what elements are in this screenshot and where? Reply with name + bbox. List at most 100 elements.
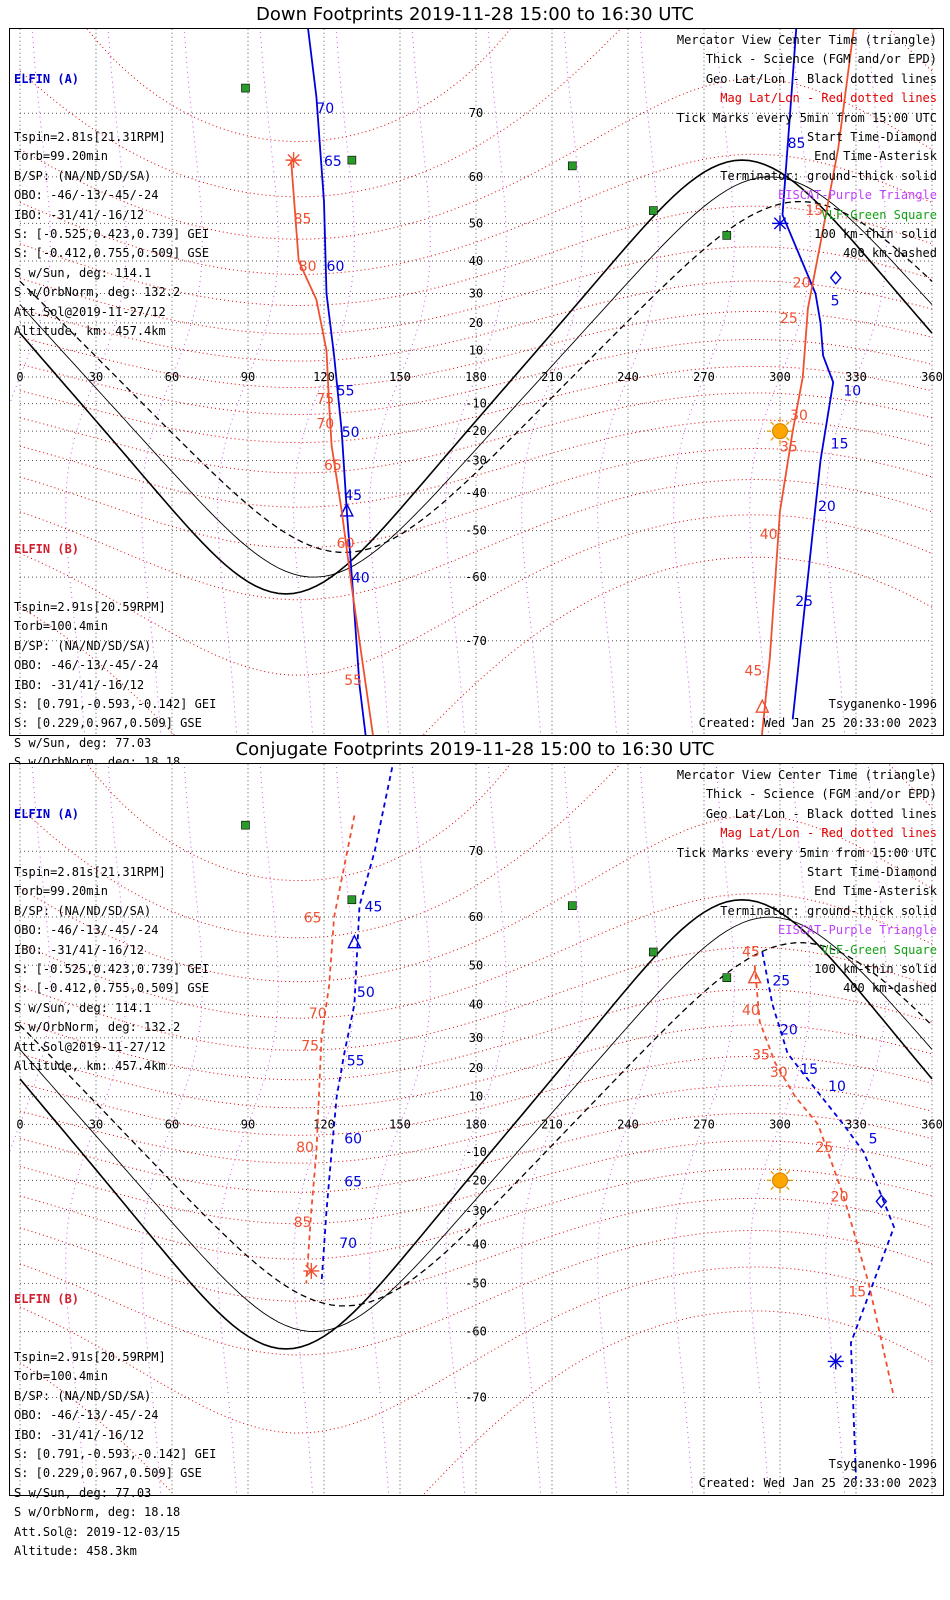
legend-item: EISCAT-Purple Triangle <box>778 923 937 938</box>
sun-ray <box>785 1186 790 1191</box>
y-tick-label: 60 <box>469 910 483 924</box>
y-tick-label: 70 <box>469 106 483 120</box>
legend-item: Mercator View Center Time (triangle) <box>676 33 937 47</box>
sun-ray <box>770 1170 775 1175</box>
info-line: S w/OrbNorm, deg: 18.18 <box>14 1505 181 1520</box>
y-tick-label: 50 <box>469 216 483 230</box>
mag-lon-line <box>597 764 659 1495</box>
x-tick-label: 210 <box>541 370 563 384</box>
map-down: 0 30 60 90 120 150 180 210 240 270 300 330 360 70 60 50… <box>10 29 943 735</box>
y-tick-label: -20 <box>465 424 487 438</box>
mag-lat-line <box>19 556 933 735</box>
panel-conjugate-footprints: 0 30 60 90 120 150 180 210 240 270 300 330 360 70 60 50… <box>9 763 944 1558</box>
vlf-station-square <box>722 973 732 983</box>
y-tick-label: -40 <box>465 1237 487 1251</box>
y-tick-label: 70 <box>469 844 483 858</box>
time-tick-label: 5 <box>869 1132 878 1148</box>
time-tick-label: 55 <box>347 1053 365 1069</box>
time-tick-label: 40 <box>352 571 370 587</box>
time-tick-label: 65 <box>344 1174 362 1190</box>
mag-lon-line <box>445 764 507 1495</box>
model-label: Tsyganenko-1996 <box>828 697 937 711</box>
time-tick-label: 20 <box>793 275 811 291</box>
map-conjugate: 0 30 60 90 120 150 180 210 240 270 300 330 360 70 60 50… <box>10 764 943 1495</box>
time-tick-label: 45 <box>344 488 362 504</box>
terminator-400km <box>19 942 933 1307</box>
x-tick-label: 90 <box>241 1117 255 1131</box>
info-line: IBO: -31/41/-16/12 <box>14 942 145 957</box>
end-asterisk-icon <box>772 215 788 232</box>
time-tick-label: 15 <box>800 1062 818 1078</box>
info-line: Altitude: 458.3km <box>14 1544 137 1559</box>
x-tick-label: 180 <box>465 1117 487 1131</box>
time-tick-label: 65 <box>324 154 342 170</box>
footprint-track <box>305 815 356 1284</box>
info-line: Tspin=2.91s[20.59RPM] <box>14 600 166 615</box>
x-tick-label: 60 <box>165 1117 179 1131</box>
legend-item: Mag Lat/Lon - Red dotted lines <box>720 91 937 106</box>
elfin-b-header: ELFIN (B) <box>14 1291 80 1306</box>
time-tick-label: 45 <box>742 945 760 961</box>
info-line: OBO: -46/-13/-45/-24 <box>14 188 159 203</box>
time-tick-label: 60 <box>337 536 355 552</box>
footprint-track <box>753 965 895 1398</box>
center-triangle-icon <box>339 502 354 517</box>
end-asterisk-icon <box>303 1262 320 1279</box>
mag-lon-line <box>749 764 811 1495</box>
mag-lat-line <box>19 246 933 335</box>
info-line: OBO: -46/-13/-45/-24 <box>14 923 159 938</box>
sun-icon <box>772 423 788 440</box>
legend-item: End Time-Asterisk <box>814 884 937 899</box>
time-tick-label: 30 <box>790 408 808 424</box>
time-tick-label: 50 <box>357 985 375 1001</box>
sun-icon <box>772 1172 788 1189</box>
info-line: S: [0.229,0.967,0.509] GSE <box>14 716 202 731</box>
info-line: Tspin=2.91s[20.59RPM] <box>14 1350 166 1365</box>
time-tick-label: 85 <box>788 136 806 152</box>
y-tick-label: 40 <box>469 997 483 1011</box>
x-tick-label: 30 <box>89 1117 103 1131</box>
legend-item: 400 km-dashed <box>843 981 937 996</box>
time-tick-label: 80 <box>299 259 317 275</box>
legend-item: Tick Marks every 5min from 15:00 UTC <box>676 110 937 125</box>
y-tick-label: 30 <box>469 287 483 301</box>
info-line: IBO: -31/41/-16/12 <box>14 207 145 222</box>
mag-lat-line <box>19 1112 933 1193</box>
y-tick-label: 10 <box>469 1090 483 1104</box>
info-line: S: [-0.412,0.755,0.509] GSE <box>14 246 210 261</box>
time-tick-label: 60 <box>344 1132 362 1148</box>
legend-item: End Time-Asterisk <box>814 149 937 164</box>
end-asterisk-icon <box>285 152 302 169</box>
mag-lat-line <box>19 1197 933 1302</box>
info-line: Att.Sol@2019-11-27/12 <box>14 1039 166 1054</box>
sun-ray <box>770 437 775 441</box>
end-asterisk-icon <box>827 1353 844 1370</box>
mag-lat-line <box>19 1024 933 1109</box>
footprint-track <box>290 160 374 735</box>
time-tick-label: 75 <box>301 1038 319 1054</box>
legend-item: 100 km-thin solid <box>814 962 937 977</box>
mag-lon-line <box>65 764 127 1495</box>
x-tick-label: 0 <box>16 1117 23 1131</box>
panel-title-down: Down Footprints 2019-11-28 15:00 to 16:3… <box>256 4 694 25</box>
y-tick-label: 30 <box>469 1031 483 1045</box>
legend-item: Tick Marks every 5min from 15:00 UTC <box>676 845 937 860</box>
legend-item: VLF-Green Square <box>821 942 937 957</box>
time-tick-label: 25 <box>772 974 790 990</box>
legend-item: Geo Lat/Lon - Black dotted lines <box>705 806 937 821</box>
elfin-b-header: ELFIN (B) <box>14 541 80 556</box>
legend: Mercator View Center Time (triangle) Thic… <box>677 31 937 264</box>
y-tick-label: -10 <box>465 1145 487 1159</box>
legend-item: Mag Lat/Lon - Red dotted lines <box>720 826 937 841</box>
time-tick-label: 65 <box>304 910 322 926</box>
elfin-a-info: ELFIN (A) Tspin=2.81s[21.31RPM] Torb=99.2… <box>14 766 209 1115</box>
y-tick-label: 50 <box>469 958 483 972</box>
mag-lon-line <box>825 764 887 1495</box>
time-tick-label: 70 <box>316 416 334 432</box>
time-tick-label: 35 <box>780 439 798 455</box>
time-tick-label: 20 <box>780 1023 798 1039</box>
vlf-station-square <box>347 155 357 165</box>
vlf-station-square <box>567 901 577 911</box>
created-label: Created: Wed Jan 25 20:33:00 2023 <box>698 1476 937 1490</box>
time-tick-label: 40 <box>760 527 778 543</box>
